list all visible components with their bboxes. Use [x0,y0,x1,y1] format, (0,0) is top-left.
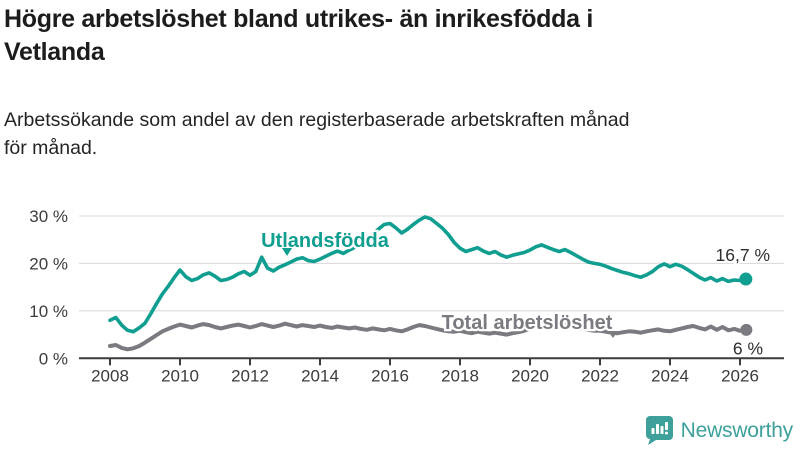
x-tick-label-2018: 2018 [441,367,479,386]
x-tick-label-2016: 2016 [371,367,409,386]
end-value-total: 6 % [733,339,763,359]
x-tick-label-2024: 2024 [651,367,689,386]
end-value-utlandsfodda: 16,7 % [716,245,770,265]
subtitle-line-2: för månad. [4,137,98,159]
end-dot-total [740,323,753,336]
x-tick-label-2014: 2014 [301,367,339,386]
y-tick-label-30: 30 % [29,207,68,226]
unemployment-line-chart: 2008 2010 2012 2014 2016 2018 2020 2022 2024 2026… [29,207,784,386]
y-tick-label-10: 10 % [29,302,68,321]
series-label-pointer-icon [282,248,292,256]
subtitle-line-1: Arbetssökande som andel av den registerb… [4,109,630,131]
chart-subtitle: Arbetssökande som andel av den registerb… [4,106,796,162]
title-line-1: Högre arbetslöshet bland utrikes- än inr… [4,5,593,33]
y-axis: 0 % 10 % 20 % 30 % [29,207,68,368]
page-title: Högre arbetslöshet bland utrikes- än inr… [4,3,796,69]
x-tick-label-2010: 2010 [161,367,199,386]
x-tick-label-2008: 2008 [91,367,129,386]
title-line-2: Vetlanda [4,38,105,66]
series-line-total [108,320,748,352]
newsworthy-logo[interactable]: Newsworthy [645,416,794,445]
end-dot-utlandsfodda [739,272,753,286]
x-tick-label-2012: 2012 [231,367,269,386]
bar-chart-speech-bubble-icon [645,416,673,445]
y-tick-label-20: 20 % [29,254,68,273]
newsworthy-logo-text: Newsworthy [680,418,794,442]
series-label-pointer-icon [608,331,618,338]
x-axis: 2008 2010 2012 2014 2016 2018 2020 2022 2024 2026 [79,357,784,386]
x-tick-label-2022: 2022 [581,367,619,386]
x-tick-label-2026: 2026 [721,367,759,386]
series-label-utlandsfodda: Utlandsfödda [261,230,390,252]
x-tick-label-2020: 2020 [511,367,549,386]
series-label-total: Total arbetslöshet [442,312,613,334]
series-line-utlandsfodda [108,215,748,334]
y-tick-label-0: 0 % [39,349,68,368]
